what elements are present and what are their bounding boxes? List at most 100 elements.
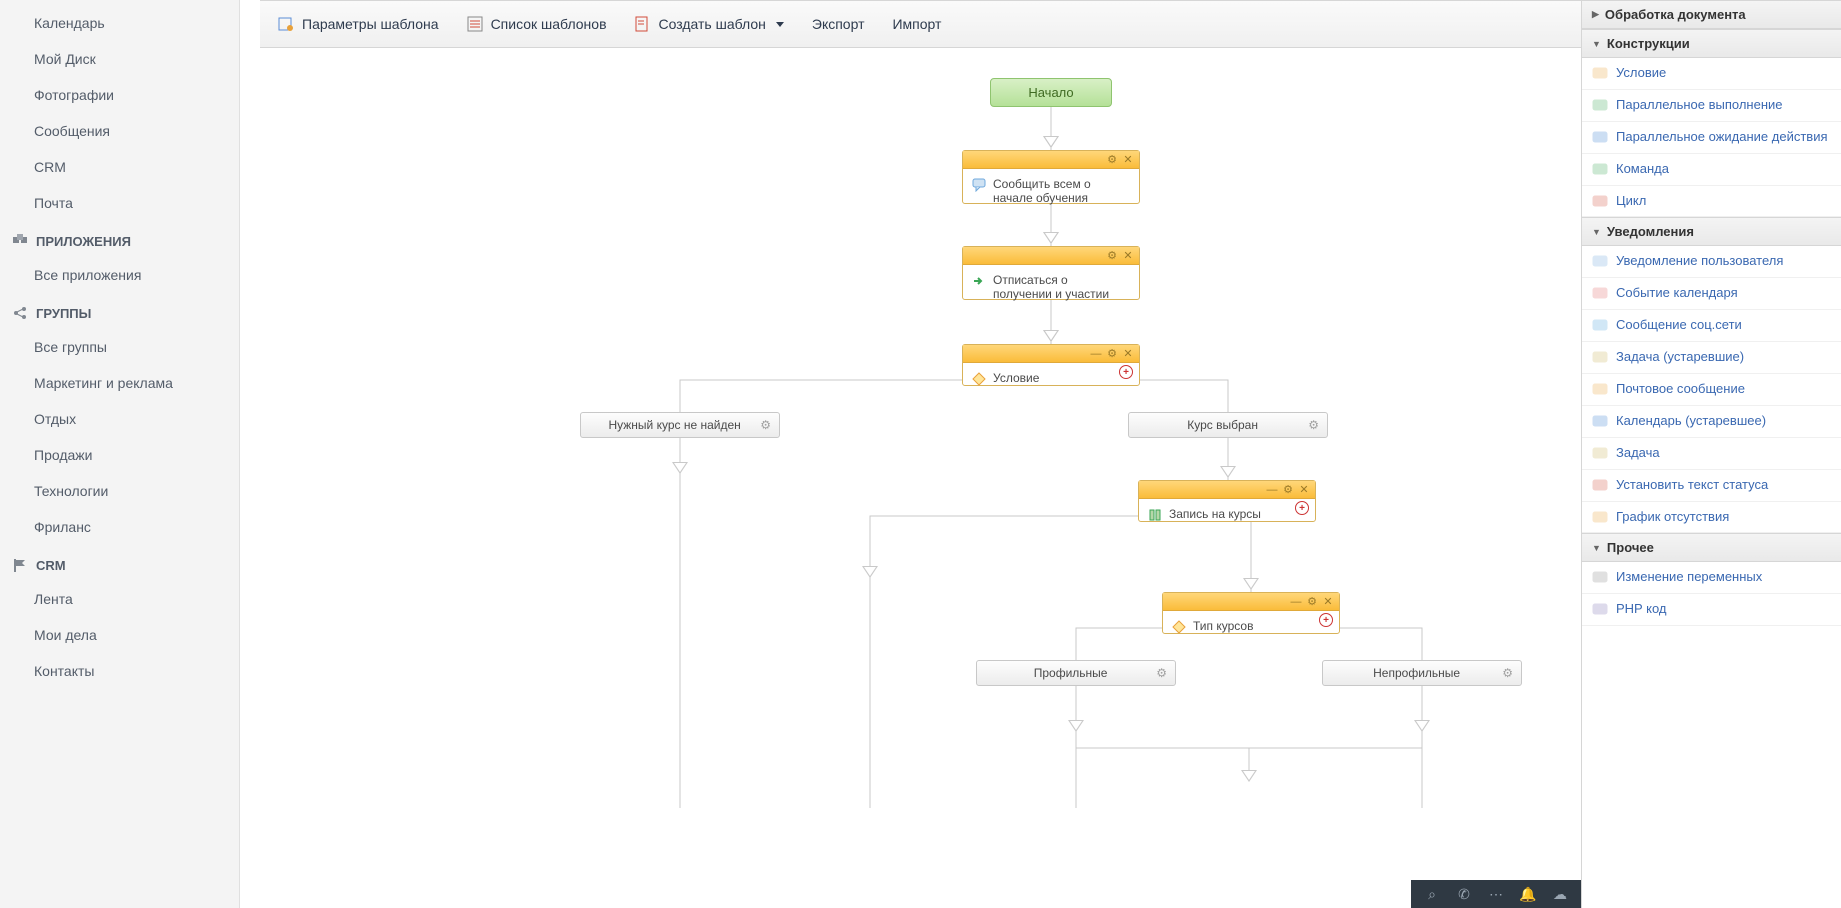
flow-node-n3[interactable]: —⚙✕Условие+ — [962, 344, 1140, 386]
flow-node-n1[interactable]: ⚙✕Сообщить всем о начале обучения — [962, 150, 1140, 204]
gear-icon[interactable]: ⚙ — [1106, 348, 1118, 360]
right-section-0[interactable]: ▶Обработка документа — [1582, 0, 1841, 29]
gear-icon[interactable]: ⚙ — [1156, 666, 1167, 680]
arrow-icon — [1068, 720, 1084, 732]
sidebar-item-0[interactable]: Календарь — [0, 5, 239, 41]
gear-icon[interactable]: ⚙ — [1306, 596, 1318, 608]
sidebar-item-1-0[interactable]: Все группы — [0, 329, 239, 365]
condition-icon — [1592, 65, 1608, 81]
sidebar-item-1-1[interactable]: Маркетинг и реклама — [0, 365, 239, 401]
right-item-2-0[interactable]: Уведомление пользователя — [1582, 246, 1841, 278]
right-item-2-2[interactable]: Сообщение соц.сети — [1582, 310, 1841, 342]
php-icon — [1592, 601, 1608, 617]
sidebar-section-2[interactable]: CRM — [0, 545, 239, 581]
right-item-3-0[interactable]: Изменение переменных — [1582, 562, 1841, 594]
arrow-icon — [862, 566, 878, 578]
add-icon[interactable]: + — [1319, 613, 1333, 627]
toolbar-template-params-label: Параметры шаблона — [302, 16, 439, 32]
right-section-2[interactable]: ▼Уведомления — [1582, 217, 1841, 246]
arrow-icon — [672, 462, 688, 474]
sidebar-item-1-2[interactable]: Отдых — [0, 401, 239, 437]
flow-node-n2[interactable]: ⚙✕Отписаться о получении и участии — [962, 246, 1140, 300]
parallel-icon — [1592, 97, 1608, 113]
right-item-1-4[interactable]: Цикл — [1582, 186, 1841, 218]
right-item-2-7[interactable]: Установить текст статуса — [1582, 470, 1841, 502]
right-item-2-5[interactable]: Календарь (устаревшее) — [1582, 406, 1841, 438]
right-section-3[interactable]: ▼Прочее — [1582, 533, 1841, 562]
toolbar-export-label: Экспорт — [812, 16, 865, 32]
gear-icon[interactable]: ⚙ — [1282, 484, 1294, 496]
node-body: Тип курсов — [1163, 611, 1339, 645]
flow-node-n4[interactable]: —⚙✕Запись на курсы+ — [1138, 480, 1316, 522]
sidebar-section-0[interactable]: ПРИЛОЖЕНИЯ — [0, 221, 239, 257]
right-item-2-8[interactable]: График отсутствия — [1582, 502, 1841, 534]
gear-icon[interactable]: ⚙ — [1308, 418, 1319, 432]
close-icon[interactable]: ✕ — [1122, 250, 1134, 262]
gear-icon[interactable]: ⚙ — [1502, 666, 1513, 680]
gear-icon[interactable]: ⚙ — [1106, 154, 1118, 166]
toolbar-template-list[interactable]: Список шаблонов — [467, 16, 607, 32]
toolbar: Параметры шаблона Список шаблонов Создат… — [260, 0, 1581, 48]
right-item-2-6[interactable]: Задача — [1582, 438, 1841, 470]
close-icon[interactable]: ✕ — [1298, 484, 1310, 496]
close-icon[interactable]: ✕ — [1122, 154, 1134, 166]
add-icon[interactable]: + — [1295, 501, 1309, 515]
flowchart-canvas[interactable]: Начало⚙✕Сообщить всем о начале обучения⚙… — [240, 48, 1581, 908]
toolbar-create-template[interactable]: Создать шаблон — [635, 16, 784, 32]
gear-icon[interactable]: ⚙ — [1106, 250, 1118, 262]
right-item-1-1[interactable]: Параллельное выполнение — [1582, 90, 1841, 122]
toolbar-export[interactable]: Экспорт — [812, 16, 865, 32]
condition-icon — [1171, 619, 1187, 635]
right-item-2-4[interactable]: Почтовое сообщение — [1582, 374, 1841, 406]
sidebar-item-1-3[interactable]: Продажи — [0, 437, 239, 473]
node-body: Условие — [963, 363, 1139, 397]
right-item-2-3[interactable]: Задача (устаревшие) — [1582, 342, 1841, 374]
flow-branch-prof[interactable]: Профильные⚙ — [976, 660, 1176, 686]
sidebar-item-2-0[interactable]: Лента — [0, 581, 239, 617]
task-icon — [1592, 445, 1608, 461]
tray-cloud-icon[interactable]: ☁ — [1551, 886, 1569, 903]
chevron-down-icon — [776, 22, 784, 27]
minimize-icon[interactable]: — — [1090, 348, 1102, 360]
tray-phone-icon[interactable]: ✆ — [1455, 886, 1473, 903]
sidebar-item-2[interactable]: Фотографии — [0, 77, 239, 113]
var-icon — [1592, 569, 1608, 585]
toolbar-template-params[interactable]: Параметры шаблона — [278, 16, 439, 32]
sidebar-item-0-0[interactable]: Все приложения — [0, 257, 239, 293]
minimize-icon[interactable]: — — [1290, 596, 1302, 608]
flow-node-start[interactable]: Начало — [990, 78, 1112, 107]
sidebar-item-1-5[interactable]: Фриланс — [0, 509, 239, 545]
arrow-icon — [1043, 232, 1059, 244]
arrow-right-icon — [1592, 161, 1608, 177]
sidebar-item-2-2[interactable]: Контакты — [0, 653, 239, 689]
close-icon[interactable]: ✕ — [1322, 596, 1334, 608]
sidebar-item-1-4[interactable]: Технологии — [0, 473, 239, 509]
add-icon[interactable]: + — [1119, 365, 1133, 379]
right-item-1-3[interactable]: Команда — [1582, 154, 1841, 186]
minimize-icon[interactable]: — — [1266, 484, 1278, 496]
flow-node-n5[interactable]: —⚙✕Тип курсов+ — [1162, 592, 1340, 634]
node-body: Отписаться о получении и участии — [963, 265, 1139, 311]
right-item-1-0[interactable]: Условие — [1582, 58, 1841, 90]
flow-branch-right[interactable]: Курс выбран⚙ — [1128, 412, 1328, 438]
right-item-1-2[interactable]: Параллельное ожидание действия — [1582, 122, 1841, 154]
flow-branch-left[interactable]: Нужный курс не найден⚙ — [580, 412, 780, 438]
sidebar-section-1[interactable]: ГРУППЫ — [0, 293, 239, 329]
calendar-icon — [1592, 285, 1608, 301]
right-item-3-1[interactable]: PHP код — [1582, 594, 1841, 626]
gear-icon[interactable]: ⚙ — [760, 418, 771, 432]
sidebar-item-2-1[interactable]: Мои дела — [0, 617, 239, 653]
sidebar-item-3[interactable]: Сообщения — [0, 113, 239, 149]
flow-branch-nprof[interactable]: Непрофильные⚙ — [1322, 660, 1522, 686]
sidebar-item-4[interactable]: CRM — [0, 149, 239, 185]
toolbar-import[interactable]: Импорт — [892, 16, 941, 32]
tray-bell-icon[interactable]: 🔔 — [1519, 886, 1537, 903]
sidebar-item-1[interactable]: Мой Диск — [0, 41, 239, 77]
node-header: — ⚙ ✕ — [963, 345, 1139, 363]
tray-zoom-icon[interactable]: ⌕ — [1423, 886, 1441, 903]
close-icon[interactable]: ✕ — [1122, 348, 1134, 360]
right-section-1[interactable]: ▼Конструкции — [1582, 29, 1841, 58]
sidebar-item-5[interactable]: Почта — [0, 185, 239, 221]
right-item-2-1[interactable]: Событие календаря — [1582, 278, 1841, 310]
tray-chat-icon[interactable]: ⋯ — [1487, 886, 1505, 903]
